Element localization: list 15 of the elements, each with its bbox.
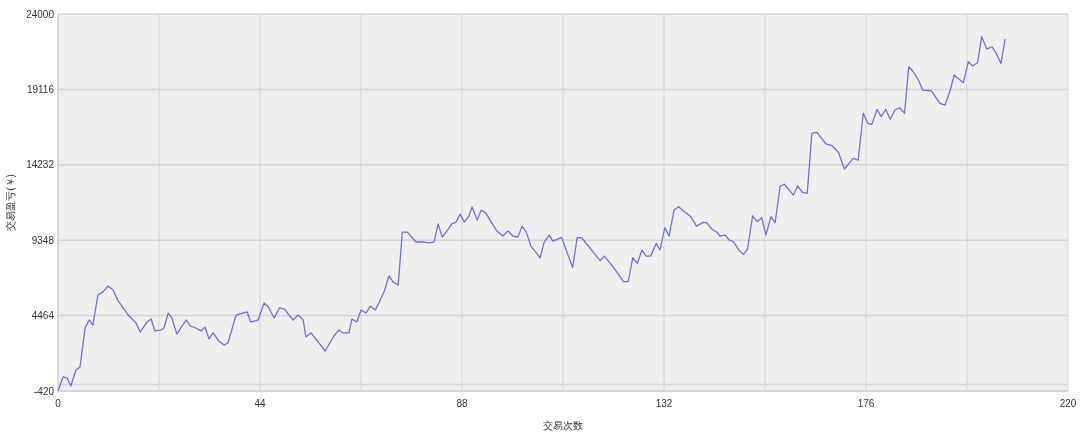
x-tick-label: 0: [55, 398, 62, 409]
y-axis-title: 交易盈亏(￥): [5, 174, 16, 231]
y-tick-label: 4464: [31, 310, 55, 322]
y-tick-label: 9348: [31, 234, 55, 246]
line-series: [57, 36, 1006, 392]
x-tick-label: 220: [1059, 398, 1077, 409]
y-tick-label: 19116: [26, 83, 55, 95]
y-tick-label: 14232: [26, 159, 55, 171]
x-tick-label: 176: [857, 398, 875, 409]
y-tick-label: 24000: [26, 8, 55, 20]
x-tick-label: 44: [254, 398, 266, 409]
x-tick-label: 132: [655, 398, 673, 409]
x-axis-title: 交易次数: [543, 420, 583, 431]
x-tick-label: 88: [456, 398, 468, 409]
y-tick-label: -420: [33, 385, 55, 397]
